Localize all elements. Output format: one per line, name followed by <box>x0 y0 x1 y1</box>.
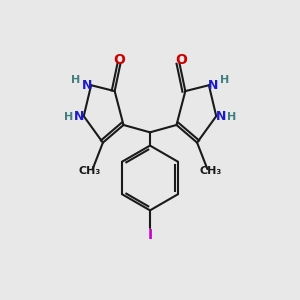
Text: N: N <box>208 79 218 92</box>
Text: CH₃: CH₃ <box>79 166 101 176</box>
Text: N: N <box>215 110 226 123</box>
Text: I: I <box>147 228 153 242</box>
Text: H: H <box>220 75 229 85</box>
Text: H: H <box>64 112 73 122</box>
Text: N: N <box>74 110 85 123</box>
Text: O: O <box>175 53 187 67</box>
Text: H: H <box>71 75 80 85</box>
Text: H: H <box>227 112 236 122</box>
Text: O: O <box>113 53 125 67</box>
Text: CH₃: CH₃ <box>199 166 221 176</box>
Text: N: N <box>82 79 92 92</box>
